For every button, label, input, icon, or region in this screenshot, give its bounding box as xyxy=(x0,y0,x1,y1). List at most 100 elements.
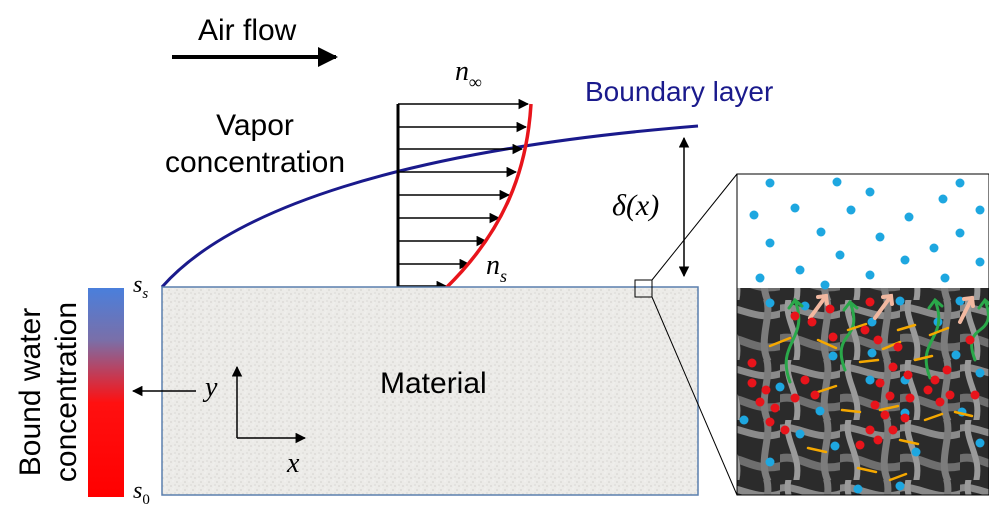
vapor-molecule xyxy=(975,257,985,267)
vapor-molecule xyxy=(951,350,961,360)
vapor-molecule xyxy=(816,227,826,237)
bound-water-molecule xyxy=(765,417,775,427)
x-axis-label: x xyxy=(286,448,300,479)
vapor-molecule xyxy=(900,255,910,265)
vapor-molecule xyxy=(975,438,985,448)
vapor-molecule xyxy=(835,250,845,260)
boundary-layer-curve xyxy=(160,124,699,288)
vapor-molecule xyxy=(875,232,885,242)
evaporation-arrow-icon xyxy=(784,298,801,384)
vapor-molecule xyxy=(955,228,965,238)
vapor-molecule xyxy=(800,301,810,311)
vapor-molecule xyxy=(765,457,775,467)
vapor-molecule xyxy=(865,270,875,280)
vapor-label-line2: concentration xyxy=(165,146,345,179)
n-infinity-label: n∞ xyxy=(455,56,482,92)
vapor-molecule xyxy=(815,406,825,416)
vapor-molecule xyxy=(865,375,875,385)
bound-water-molecule xyxy=(873,435,883,445)
vapor-molecule xyxy=(830,441,840,451)
vapor-molecule xyxy=(755,273,765,283)
exchange-arrow-icon xyxy=(846,322,868,332)
vapor-molecule xyxy=(790,203,800,213)
bound-water-molecule xyxy=(935,397,945,407)
vapor-molecule xyxy=(765,238,775,248)
vapor-molecule xyxy=(828,351,838,361)
bound-water-molecule xyxy=(930,375,940,385)
microscale-inset xyxy=(736,173,989,496)
vapor-molecule xyxy=(775,382,785,392)
s-s-label: ss xyxy=(133,272,148,302)
bound-water-molecule xyxy=(865,425,875,435)
bound-water-molecule xyxy=(828,332,838,342)
bound-water-molecule xyxy=(875,378,885,388)
bound-water-molecule xyxy=(747,378,757,388)
release-arrow-icon xyxy=(816,293,829,306)
bound-water-molecule xyxy=(970,390,980,400)
bound-water-molecule xyxy=(885,391,895,401)
vapor-molecule xyxy=(765,178,775,188)
bound-water-molecule xyxy=(905,393,915,403)
vapor-molecule xyxy=(975,205,985,215)
vapor-molecule xyxy=(749,210,759,220)
bound-water-molecule xyxy=(942,365,952,375)
inset-fiber-region xyxy=(737,288,989,495)
evaporation-arrow-icon xyxy=(924,298,941,380)
velocity-arrows xyxy=(398,98,530,292)
bound-water-dots xyxy=(747,297,980,450)
evaporation-arrow-icon xyxy=(842,299,859,312)
vapor-molecule xyxy=(929,243,939,253)
vapor-molecule xyxy=(846,205,856,215)
bound-water-molecule xyxy=(945,390,955,400)
exchange-arrow-icon xyxy=(858,358,880,364)
bound-water-molecule xyxy=(900,413,910,423)
exchange-arrow-icon xyxy=(896,323,917,332)
bound-water-molecule xyxy=(810,390,820,400)
bound-water-molecule xyxy=(755,397,765,407)
zoom-region-box xyxy=(634,279,653,298)
bound-water-molecule xyxy=(873,335,883,345)
n-s-label: ns xyxy=(486,250,507,286)
vapor-molecule xyxy=(940,273,950,283)
vapor-molecule xyxy=(739,415,749,425)
exchange-arrow-icon xyxy=(816,384,838,394)
bound-water-molecule xyxy=(893,342,903,352)
bound-water-molecule xyxy=(825,304,835,314)
bound-water-molecule xyxy=(870,400,880,410)
bound-water-molecule xyxy=(747,358,757,368)
bound-water-molecule xyxy=(780,425,790,435)
vapor-molecule xyxy=(975,368,985,378)
bound-water-label-line2: concentration xyxy=(50,302,83,482)
exchange-arrow-icon xyxy=(953,410,974,418)
bound-water-molecule xyxy=(770,403,780,413)
material-block xyxy=(161,286,699,496)
exchange-arrow-icon xyxy=(878,404,900,412)
bound-water-molecule xyxy=(888,425,898,435)
inset-border xyxy=(736,173,989,496)
vapor-molecule xyxy=(938,194,948,204)
exchange-arrow-icon xyxy=(928,326,950,337)
zoom-line-top xyxy=(651,173,738,281)
bound-water-molecule xyxy=(888,362,898,372)
exchange-arrow-icon xyxy=(923,412,944,422)
exchange-arrow-icon xyxy=(816,338,838,350)
evaporation-arrow-icon xyxy=(970,298,989,362)
exchange-arrow-icon xyxy=(913,354,934,362)
bound-water-molecule xyxy=(800,375,810,385)
release-arrow-icon xyxy=(962,295,975,308)
zoom-line-bottom xyxy=(651,296,738,496)
inset-air-region xyxy=(737,174,989,288)
evaporation-arrow-icon xyxy=(977,297,989,310)
vapor-molecule xyxy=(904,212,914,222)
vapor-molecule xyxy=(820,280,830,290)
bound-water-molecule xyxy=(761,385,771,395)
vapor-molecule xyxy=(853,484,863,494)
bound-water-molecule xyxy=(790,393,800,403)
s-0-label: s0 xyxy=(133,478,150,508)
vapor-label-line1: Vapor xyxy=(216,109,294,142)
exchange-arrow-icon xyxy=(768,336,792,348)
vapor-molecule xyxy=(867,348,877,358)
bound-water-gradient-bar xyxy=(88,288,124,497)
exchange-arrow-icon xyxy=(840,408,862,414)
